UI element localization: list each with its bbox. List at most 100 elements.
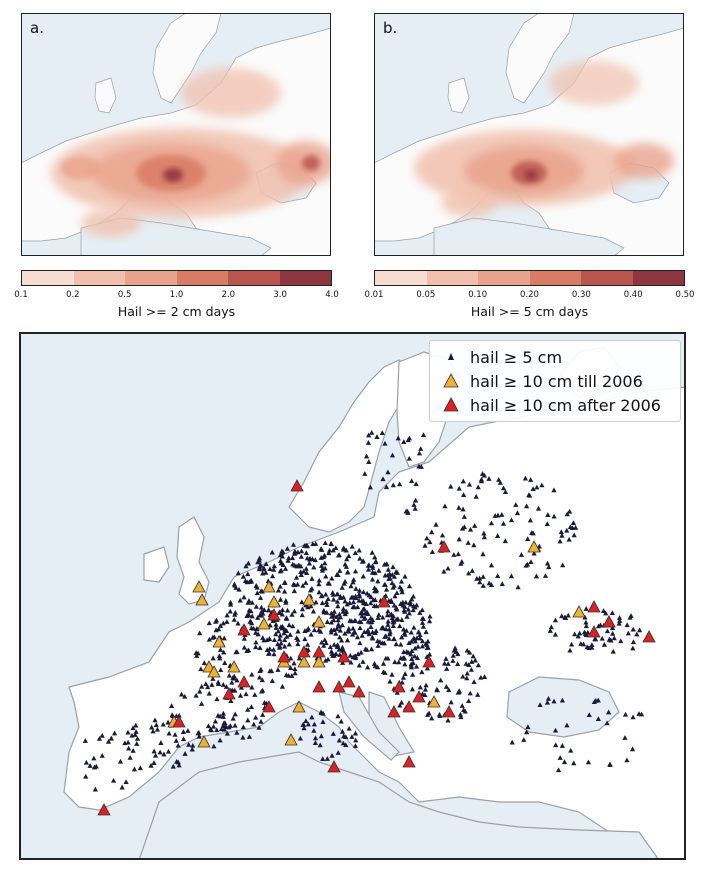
hail-report-marker <box>389 452 396 458</box>
hail-report-marker <box>178 691 185 697</box>
hail-report-marker <box>281 588 288 594</box>
hail-report-marker <box>375 643 381 648</box>
large-hail-report-marker <box>587 625 601 638</box>
hail-report-marker <box>284 607 291 613</box>
hail-report-marker <box>475 662 481 668</box>
hail-report-marker <box>542 573 549 578</box>
hail-report-marker <box>464 670 470 676</box>
hail-report-marker <box>535 505 542 511</box>
hail-report-marker <box>212 718 218 724</box>
hail-report-marker <box>399 617 405 622</box>
hail-report-marker <box>530 486 536 491</box>
hail-report-marker <box>562 614 568 620</box>
hail-report-marker <box>220 710 226 716</box>
large-hail-report-marker <box>332 680 346 693</box>
colorbar-b-bin-5 <box>581 271 633 285</box>
hail-report-marker <box>375 578 381 584</box>
hail-report-marker <box>469 568 475 573</box>
colorbar-a-bin-2 <box>73 271 125 285</box>
hail-report-marker <box>283 616 290 621</box>
hail-report-marker <box>366 459 372 464</box>
hail-report-marker <box>527 517 533 523</box>
hail-report-marker <box>284 545 290 551</box>
hail-report-marker <box>466 662 472 667</box>
colorbar-a-ticks: 0.1 0.2 0.5 1.0 2.0 3.0 4.0 <box>14 290 339 302</box>
hail-report-marker <box>488 562 495 568</box>
hail-report-marker <box>466 570 472 576</box>
hail-report-marker <box>601 641 608 647</box>
hail-report-marker <box>583 606 589 611</box>
hail-report-marker <box>555 767 562 773</box>
hail-report-marker <box>216 653 223 659</box>
hail-report-marker <box>294 635 300 641</box>
hail-report-marker <box>342 561 348 567</box>
hail-report-marker <box>397 584 403 590</box>
hail-report-marker <box>302 636 308 642</box>
hail-report-marker <box>195 730 201 736</box>
hail-report-marker <box>330 589 336 595</box>
hail-report-marker <box>446 687 452 693</box>
hail-report-marker <box>469 659 475 664</box>
hail-report-marker <box>241 644 247 650</box>
hail-report-marker <box>356 587 363 593</box>
hail-report-marker <box>259 612 265 618</box>
hail-report-marker <box>577 630 583 636</box>
hail-report-marker <box>248 704 254 709</box>
hail-report-marker <box>380 660 387 666</box>
hail-report-marker <box>369 429 375 435</box>
hail-report-marker <box>434 686 440 692</box>
hail-report-marker <box>237 692 244 698</box>
hail-report-marker <box>470 653 476 659</box>
hail-report-marker <box>427 618 433 624</box>
hail-report-marker <box>298 553 304 559</box>
hail-report-marker <box>295 628 301 634</box>
hail-report-marker <box>227 608 233 614</box>
hail-report-marker <box>343 547 349 553</box>
hail-report-marker <box>245 706 251 712</box>
hail-report-marker <box>636 711 642 716</box>
hail-report-marker <box>570 520 577 525</box>
hail-report-marker <box>450 658 456 663</box>
hail-report-marker <box>277 568 283 574</box>
hail-report-marker <box>176 762 182 768</box>
hail-report-marker <box>307 587 314 593</box>
hail-report-marker <box>335 603 341 609</box>
hail-report-marker <box>329 613 335 619</box>
hail-report-marker <box>402 631 408 637</box>
hail-report-marker <box>343 742 349 748</box>
hail-report-marker <box>245 571 251 577</box>
hail-report-marker <box>223 684 230 689</box>
hail-report-marker <box>381 561 388 567</box>
hail-report-marker <box>318 733 324 739</box>
hail-report-marker <box>478 478 485 484</box>
hail-report-marker <box>348 583 354 589</box>
hail-report-marker <box>558 529 564 535</box>
hail-report-marker <box>334 591 340 597</box>
hail-report-marker <box>372 663 378 669</box>
hail-report-marker <box>298 548 305 554</box>
hail-report-marker <box>304 642 311 647</box>
hail-report-marker <box>628 613 634 618</box>
hail-report-marker <box>210 655 216 661</box>
hail-report-marker <box>350 579 356 585</box>
hail-report-marker <box>340 660 346 665</box>
colorbar-b-tick: 0.40 <box>623 290 643 300</box>
hail-report-marker <box>475 484 481 490</box>
hail-report-marker <box>333 545 339 551</box>
hail-report-marker <box>170 763 176 769</box>
hail-report-marker <box>318 546 324 551</box>
hail-report-marker <box>360 573 366 579</box>
hail-10cm-till-2006-markers <box>167 540 616 748</box>
hail-report-marker <box>320 710 326 716</box>
hail-10cm-after-2006-markers <box>97 479 656 816</box>
hail-report-marker <box>404 613 410 619</box>
hail-report-marker <box>289 673 295 678</box>
hail-report-marker <box>409 686 416 692</box>
hail-report-marker <box>221 726 228 732</box>
hail-report-marker <box>298 563 304 569</box>
hail-report-marker <box>617 618 623 623</box>
hail-report-marker <box>365 629 371 635</box>
hail-report-marker <box>518 552 525 557</box>
hail-report-marker <box>456 485 462 491</box>
hail-report-marker <box>373 587 380 593</box>
